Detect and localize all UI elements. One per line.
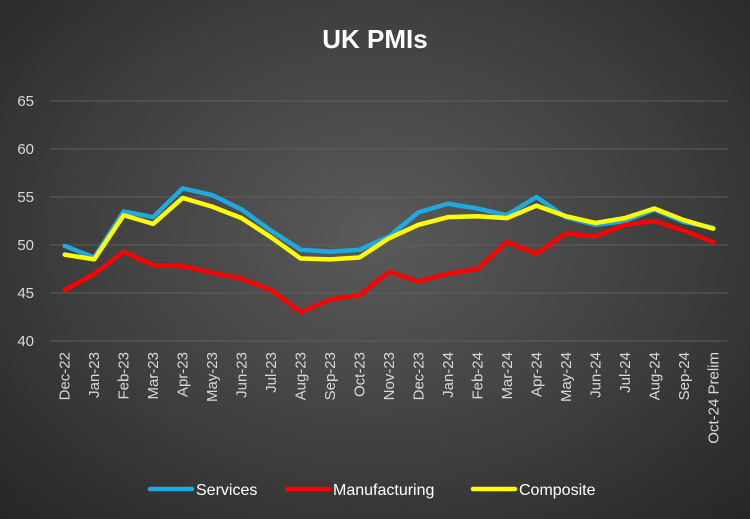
x-tick-label: Aug-23 [293, 352, 310, 400]
x-tick-label: Feb-23 [116, 352, 133, 400]
x-tick-label: Mar-23 [145, 352, 162, 400]
x-tick-label: Mar-24 [499, 352, 516, 400]
legend-label-services: Services [196, 482, 257, 499]
series-line-services [62, 186, 716, 260]
legend-label-composite: Composite [519, 482, 596, 499]
x-tick-label: Aug-24 [646, 352, 663, 400]
x-tick-label: Sep-24 [676, 352, 693, 400]
y-tick-label: 40 [17, 333, 34, 350]
x-tick-label: Jul-23 [263, 352, 280, 393]
x-tick-label: Dec-23 [410, 352, 427, 400]
y-tick-label: 60 [17, 141, 34, 158]
y-tick-label: 50 [17, 237, 34, 254]
x-tick-label: Oct-23 [352, 352, 369, 397]
x-tick-label: Apr-24 [528, 352, 545, 397]
x-tick-label: Jun-24 [587, 352, 604, 398]
x-tick-label: Jul-24 [617, 352, 634, 393]
chart-title: UK PMIs [322, 24, 427, 54]
x-tick-label: Dec-22 [57, 352, 74, 400]
y-tick-label: 55 [17, 189, 34, 206]
y-tick-label: 65 [17, 93, 34, 110]
x-tick-label: Feb-24 [469, 352, 486, 400]
y-tick-label: 45 [17, 285, 34, 302]
x-tick-label: Apr-23 [175, 352, 192, 397]
x-tick-label: Jan-24 [440, 352, 457, 398]
x-tick-label: Jan-23 [86, 352, 103, 398]
x-tick-label: Nov-23 [381, 352, 398, 400]
x-tick-label: Oct-24 Prelim [705, 352, 722, 444]
legend-label-manufacturing: Manufacturing [333, 482, 434, 499]
x-tick-label: Sep-23 [322, 352, 339, 400]
x-tick-label: May-24 [558, 352, 575, 402]
x-tick-label: May-23 [204, 352, 221, 402]
x-tick-label: Jun-23 [234, 352, 251, 398]
